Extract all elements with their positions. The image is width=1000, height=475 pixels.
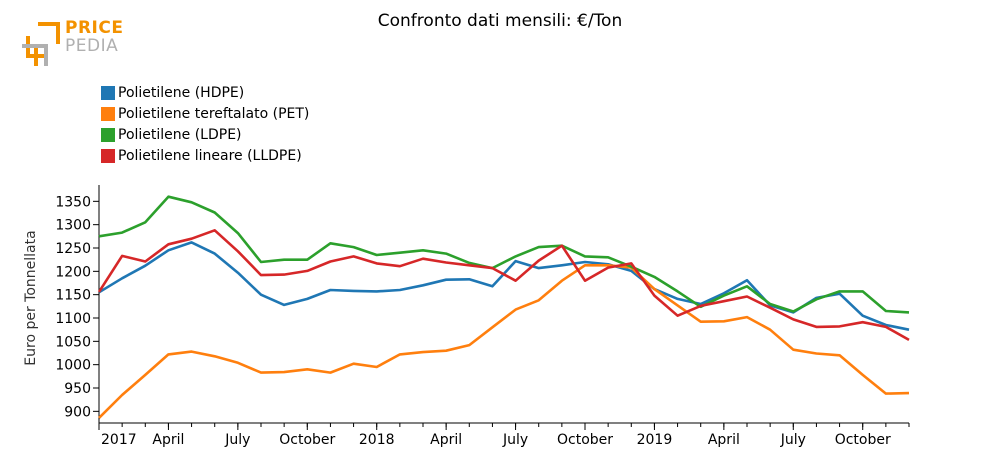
y-tick-label: 900 [64,404,91,420]
series-line-3 [98,195,910,314]
chart-axes: 900 950 1000 1050 1100 1150 1200 1250 1300 1350 20… [23,185,910,448]
legend-label: Polietilene lineare (LLDPE) [118,147,302,164]
legend-label: Polietilene (LDPE) [118,126,242,143]
y-tick-label: 1050 [55,334,91,350]
legend-label: Polietilene tereftalato (PET) [118,105,310,122]
y-tick-label: 1000 [55,358,91,374]
series-line-2 [98,263,910,419]
y-tick-label: 1200 [55,264,91,280]
chart-title: Confronto dati mensili: €/Ton [377,11,623,31]
x-tick-label: October [835,432,891,448]
logo-bracket-icon [22,22,60,66]
chart-series [97,195,910,419]
legend-swatch [101,127,115,142]
y-tick-label: 1300 [55,218,91,234]
y-tick-label: 1100 [55,311,91,327]
y-tick-label: 1250 [55,241,91,257]
logo-word-pedia: PEDIA [65,36,119,56]
legend-label: Polietilene (HDPE) [118,84,245,101]
series-line-4 [97,229,910,342]
x-tick-label: October [279,432,335,448]
y-tick-label: 1150 [55,288,91,304]
legend-item[interactable]: Polietilene tereftalato (PET) [101,103,309,124]
chart-legend: Polietilene (HDPE) Polietilene tereftalat… [101,82,309,166]
x-tick-label: July [780,432,806,448]
x-tick-label: July [502,432,528,448]
x-tick-label: October [557,432,613,448]
legend-swatch [101,148,115,163]
x-tick-label: 2017 [101,432,137,448]
x-tick-label: April [430,432,462,448]
legend-item[interactable]: Polietilene lineare (LLDPE) [101,145,309,166]
x-tick-label: April [152,432,184,448]
legend-item[interactable]: Polietilene (LDPE) [101,124,309,145]
y-axis-title: Euro per Tonnellata [23,230,39,365]
logo-word-price: PRICE [65,18,124,38]
legend-item[interactable]: Polietilene (HDPE) [101,82,309,103]
legend-swatch [101,85,115,100]
legend-swatch [101,106,115,121]
x-tick-label: 2018 [359,432,395,448]
x-tick-label: July [224,432,250,448]
y-tick-label: 950 [64,381,91,397]
pricepedia-logo: PRICE PEDIA [18,18,128,68]
y-tick-label: 1350 [55,194,91,210]
x-tick-label: April [708,432,740,448]
x-tick-label: 2019 [637,432,673,448]
